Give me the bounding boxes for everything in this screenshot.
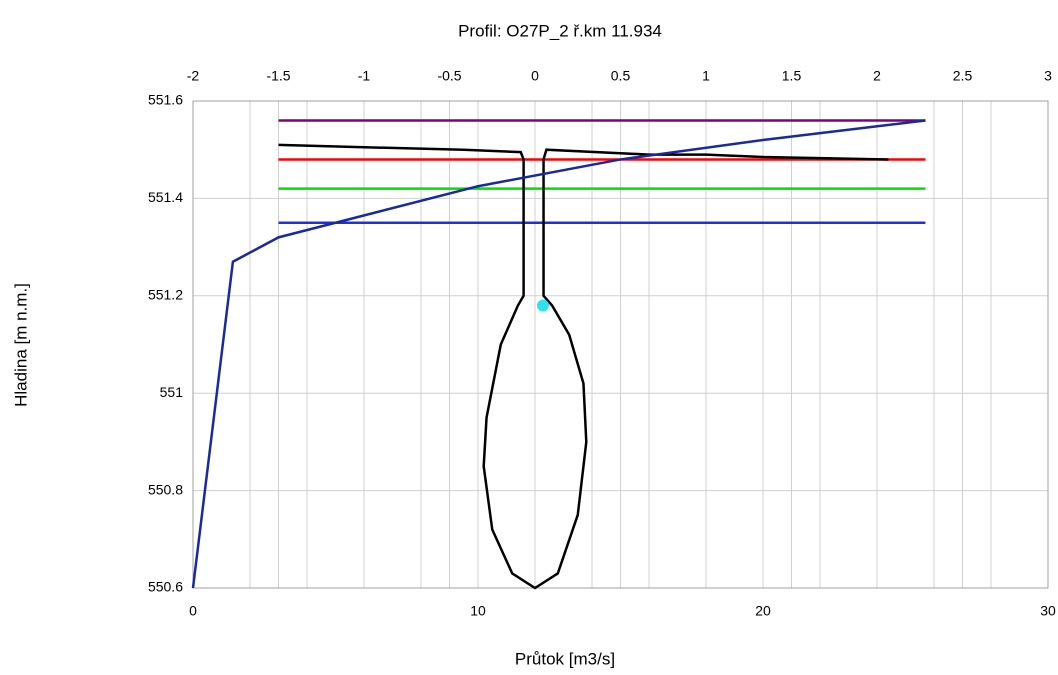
x2-tick-label: 0.5 — [611, 68, 631, 84]
series-line — [278, 143, 889, 590]
x2-tick-label: -2 — [187, 68, 200, 84]
x-tick-label: 10 — [470, 603, 486, 619]
chart-title: Profil: O27P_2 ř.km 11.934 — [458, 21, 662, 40]
x2-tick-label: 2.5 — [953, 68, 973, 84]
point — [536, 299, 549, 312]
x2-tick-label: 1.5 — [782, 68, 802, 84]
y-axis-label: Hladina [m n.m.] — [11, 283, 30, 407]
x2-tick-label: 1 — [702, 68, 710, 84]
y-tick-label: 551.4 — [148, 189, 183, 205]
y-tick-label: 550.8 — [148, 481, 183, 497]
plot-frame — [192, 100, 1049, 589]
x2-tick-label: -1.5 — [266, 68, 290, 84]
y-tick-label: 550.6 — [148, 579, 183, 595]
x2-tick-label: -1 — [358, 68, 371, 84]
x-tick-label: 20 — [755, 603, 771, 619]
x2-tick-label: 3 — [1044, 68, 1052, 84]
x2-tick-label: 2 — [873, 68, 881, 84]
x2-tick-label: 0 — [531, 68, 539, 84]
series-line — [191, 119, 926, 589]
x-axis-label: Průtok [m3/s] — [515, 649, 615, 668]
x-tick-label: 30 — [1040, 603, 1056, 619]
x-tick-label: 0 — [189, 603, 197, 619]
y-tick-label: 551.6 — [148, 92, 183, 108]
y-tick-label: 551.2 — [148, 287, 183, 303]
x2-tick-label: -0.5 — [437, 68, 461, 84]
y-tick-label: 551 — [160, 384, 184, 400]
